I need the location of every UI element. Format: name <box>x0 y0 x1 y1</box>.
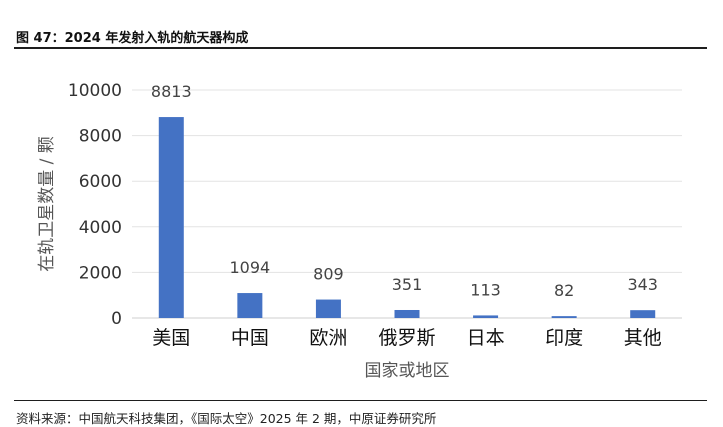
y-tick-labels: 0 2000 4000 6000 8000 10000 <box>68 81 122 329</box>
data-label: 1094 <box>229 258 270 277</box>
bar <box>237 293 263 318</box>
bar <box>473 315 499 318</box>
bar <box>315 299 341 318</box>
y-axis-title: 在轨卫星数量 / 颗 <box>37 136 57 272</box>
x-category-label: 俄罗斯 <box>378 327 435 349</box>
gridlines <box>132 89 682 319</box>
y-tick-label: 8000 <box>79 127 122 147</box>
bar <box>158 117 184 318</box>
cropped-previous-text <box>0 0 723 8</box>
x-category-label: 中国 <box>231 327 269 349</box>
data-label: 82 <box>554 281 574 300</box>
x-category-labels: 美国 中国 欧洲 俄罗斯 日本 印度 其他 <box>152 327 661 349</box>
y-tick-label: 2000 <box>79 263 122 283</box>
x-category-label: 其他 <box>624 327 662 349</box>
y-tick-label: 4000 <box>79 218 122 238</box>
y-tick-label: 0 <box>111 309 122 329</box>
x-axis-title: 国家或地区 <box>365 361 450 381</box>
footer-divider <box>14 400 707 401</box>
x-category-label: 印度 <box>545 327 583 349</box>
data-label: 8813 <box>151 82 192 101</box>
x-category-label: 日本 <box>467 327 505 349</box>
data-labels: 8813 1094 809 351 113 82 343 <box>151 82 658 300</box>
data-label: 809 <box>313 265 344 284</box>
source-note: 资料来源：中国航天科技集团，《国际太空》2025 年 2 期，中原证券研究所 <box>16 411 437 426</box>
y-tick-label: 6000 <box>79 172 122 192</box>
x-category-label: 欧洲 <box>309 327 347 349</box>
bar <box>551 316 577 318</box>
data-label: 113 <box>470 280 501 299</box>
data-label: 343 <box>627 275 658 294</box>
x-category-label: 美国 <box>152 327 190 349</box>
y-tick-label: 10000 <box>68 81 122 101</box>
bars <box>158 117 656 318</box>
bar <box>630 310 656 318</box>
figure-title: 图 47：2024 年发射入轨的航天器构成 <box>16 31 249 46</box>
data-label: 351 <box>392 275 423 294</box>
bar <box>394 309 420 318</box>
bar-chart: 0 2000 4000 6000 8000 10000 8813 1094 809 351 113… <box>37 81 682 381</box>
title-divider <box>14 47 707 49</box>
